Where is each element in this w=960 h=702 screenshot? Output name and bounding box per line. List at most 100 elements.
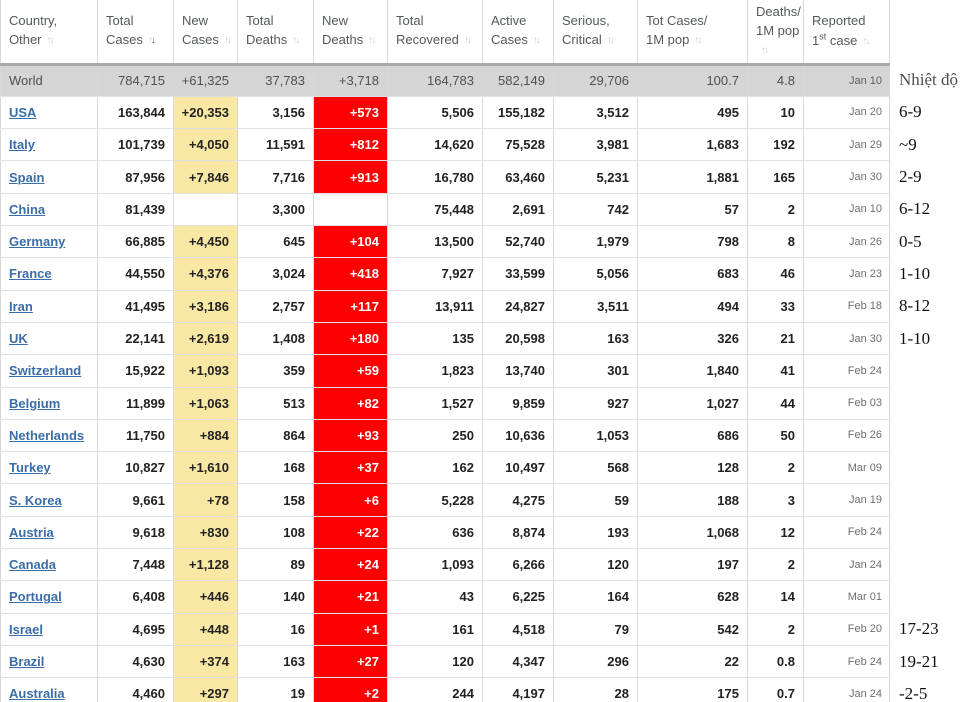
- country-link-australia[interactable]: Australia: [9, 686, 65, 702]
- cell-cases-per-1m: 628: [637, 580, 748, 614]
- header-cell-reported_first_case[interactable]: Reported 1st case ↑↓: [803, 0, 890, 66]
- country-link-iran[interactable]: Iran: [9, 298, 33, 314]
- cell-new-cases: +61,325: [173, 64, 238, 97]
- cell-new-cases: +1,063: [173, 387, 238, 420]
- header-label-new_deaths: New Deaths: [322, 13, 364, 48]
- sort-icon[interactable]: ↑↓: [224, 34, 232, 49]
- header-cell-serious_critical[interactable]: Serious, Critical ↑↓: [553, 0, 638, 66]
- country-link-china[interactable]: China: [9, 201, 46, 217]
- sort-down-arrow-icon: ↓: [371, 35, 376, 47]
- sort-icon[interactable]: ↑↓: [368, 34, 376, 49]
- cell-total-cases: 10,827: [97, 451, 174, 485]
- sort-icon[interactable]: ↑↓: [47, 34, 55, 49]
- country-link-uk[interactable]: UK: [9, 331, 28, 347]
- header-cell-active_cases[interactable]: Active Cases ↑↓: [482, 0, 554, 66]
- cell-total-recovered: 244: [387, 677, 483, 702]
- cell-serious-critical: 1,979: [553, 225, 638, 259]
- cell-new-deaths: +180: [313, 322, 388, 356]
- cell-total-deaths: 864: [237, 419, 314, 453]
- cell-total-recovered: 7,927: [387, 257, 483, 291]
- header-cell-new_deaths[interactable]: New Deaths ↑↓: [313, 0, 388, 66]
- world-label: World: [9, 73, 43, 89]
- cell-new-deaths: +37: [313, 451, 388, 485]
- table-row-netherlands: Netherlands 11,750 +884 864 +93 250 10,636 1,05…: [0, 419, 960, 453]
- cell-cases-per-1m: 683: [637, 257, 748, 291]
- header-cell-country[interactable]: Country, Other ↑↓: [0, 0, 98, 66]
- header-cell-deaths_per_1m[interactable]: Deaths/ 1M pop ↑↓: [747, 0, 804, 66]
- cell-country: Austria: [0, 516, 98, 549]
- cell-reported-first-case: Mar 09: [803, 451, 890, 485]
- cell-deaths-per-1m: 21: [747, 322, 804, 356]
- sort-up-arrow-icon: ↑: [147, 35, 153, 47]
- temperature-column-title: Nhiệt độ: [889, 64, 960, 97]
- cell-serious-critical: 79: [553, 613, 638, 646]
- header-cell-total_deaths[interactable]: Total Deaths ↑↓: [237, 0, 314, 66]
- cell-country: Belgium: [0, 387, 98, 420]
- country-link-canada[interactable]: Canada: [9, 557, 56, 573]
- cell-deaths-per-1m: 46: [747, 257, 804, 291]
- cell-total-cases: 163,844: [97, 96, 174, 130]
- sort-down-arrow-icon: ↓: [49, 35, 55, 47]
- country-link-belgium[interactable]: Belgium: [9, 395, 61, 411]
- cell-deaths-per-1m: 12: [747, 516, 804, 549]
- cell-serious-critical: 3,512: [553, 96, 638, 130]
- sort-icon[interactable]: ↑↓: [533, 34, 541, 49]
- temperature-note: -2-5: [889, 677, 960, 702]
- country-link-brazil[interactable]: Brazil: [9, 654, 45, 670]
- temperature-note: 6-12: [889, 193, 960, 226]
- cell-total-deaths: 89: [237, 548, 314, 582]
- temperature-note: 19-21: [889, 645, 960, 678]
- sort-down-arrow-icon: ↓: [295, 35, 300, 47]
- cell-total-recovered: 75,448: [387, 193, 483, 227]
- sort-down-arrow-icon: ↓: [226, 35, 232, 47]
- cell-active-cases: 8,874: [482, 516, 554, 549]
- country-link-portugal[interactable]: Portugal: [9, 589, 62, 605]
- cell-deaths-per-1m: 3: [747, 483, 804, 517]
- table-row-austria: Austria 9,618 +830 108 +22 636 8,874 193 1,068 12…: [0, 516, 960, 549]
- cell-total-cases: 81,439: [97, 193, 174, 227]
- cell-reported-first-case: Feb 18: [803, 290, 890, 323]
- header-cell-new_cases[interactable]: New Cases ↑↓: [173, 0, 238, 66]
- sort-icon[interactable]: ↑↓: [147, 34, 156, 49]
- cell-reported-first-case: Jan 10: [803, 193, 890, 227]
- sort-icon[interactable]: ↑↓: [292, 34, 300, 49]
- sort-icon[interactable]: ↑↓: [862, 35, 870, 50]
- temperature-note: 0-5: [889, 225, 960, 258]
- header-cell-cases_per_1m[interactable]: Tot Cases/ 1M pop ↑↓: [637, 0, 748, 66]
- sort-icon[interactable]: ↑↓: [694, 34, 702, 49]
- country-link-switzerland[interactable]: Switzerland: [9, 363, 82, 379]
- cell-new-deaths: +21: [313, 580, 388, 614]
- cell-country: Switzerland: [0, 354, 98, 388]
- table-row-belgium: Belgium 11,899 +1,063 513 +82 1,527 9,859 927 1,…: [0, 387, 960, 420]
- sort-icon[interactable]: ↑↓: [463, 34, 472, 49]
- cell-total-recovered: 14,620: [387, 128, 483, 162]
- country-link-netherlands[interactable]: Netherlands: [9, 427, 85, 443]
- country-link-usa[interactable]: USA: [9, 104, 37, 120]
- temperature-note: 6-9: [889, 96, 960, 129]
- cell-new-deaths: +82: [313, 387, 388, 420]
- cell-total-recovered: 162: [387, 451, 483, 485]
- table-row-iran: Iran 41,495 +3,186 2,757 +117 13,911 24,827 3,5…: [0, 290, 960, 323]
- header-cell-total_recovered[interactable]: Total Recovered ↑↓: [387, 0, 483, 66]
- cell-serious-critical: 3,511: [553, 290, 638, 323]
- sort-up-arrow-icon: ↑: [694, 35, 699, 47]
- country-link-s-korea[interactable]: S. Korea: [9, 492, 62, 508]
- temperature-note: [889, 483, 960, 517]
- country-link-israel[interactable]: Israel: [9, 621, 43, 637]
- country-link-spain[interactable]: Spain: [9, 169, 45, 185]
- sort-icon[interactable]: ↑↓: [761, 44, 769, 59]
- sort-icon[interactable]: ↑↓: [607, 34, 615, 49]
- cell-total-cases: 66,885: [97, 225, 174, 259]
- country-link-france[interactable]: France: [9, 266, 52, 282]
- sort-up-arrow-icon: ↑: [463, 35, 469, 47]
- table-row-germany: Germany 66,885 +4,450 645 +104 13,500 52,740 1,…: [0, 225, 960, 259]
- header-cell-total_cases[interactable]: Total Cases ↑↓: [97, 0, 174, 66]
- table-row-canada: Canada 7,448 +1,128 89 +24 1,093 6,266 120 197 2 J…: [0, 548, 960, 582]
- cell-cases-per-1m: 495: [637, 96, 748, 130]
- cell-active-cases: 582,149: [482, 64, 554, 97]
- country-link-austria[interactable]: Austria: [9, 524, 54, 540]
- country-link-turkey[interactable]: Turkey: [9, 460, 51, 476]
- country-link-germany[interactable]: Germany: [9, 234, 66, 250]
- country-link-italy[interactable]: Italy: [9, 137, 36, 153]
